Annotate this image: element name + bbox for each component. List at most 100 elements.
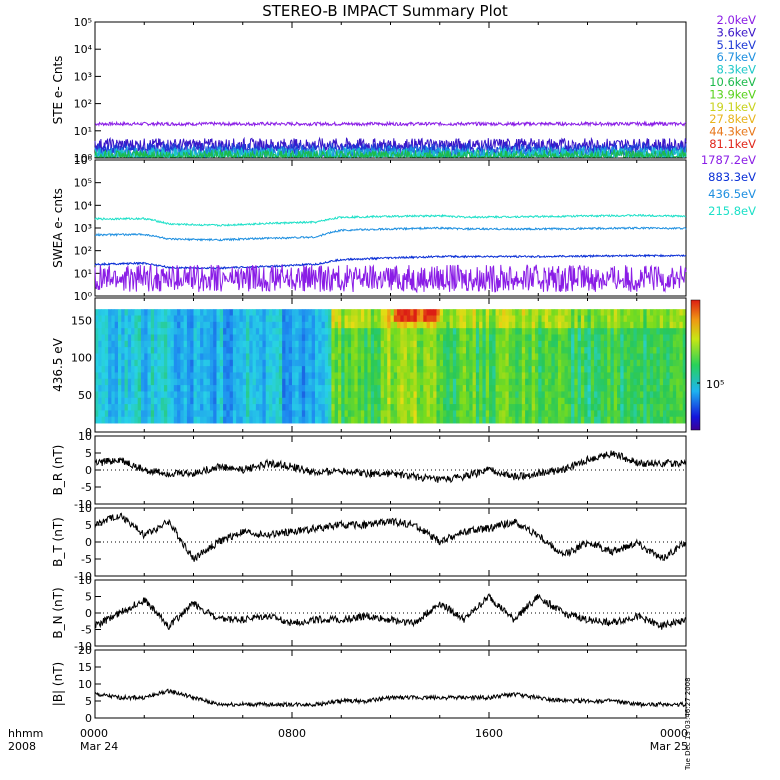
heatmap-cell	[360, 315, 365, 323]
heatmap-cell	[400, 359, 405, 367]
heatmap-cell	[239, 340, 244, 348]
legend-entry-ste: 13.9keV	[709, 87, 756, 101]
heatmap-cell	[403, 404, 408, 411]
heatmap-cell	[636, 416, 641, 424]
heatmap-cell	[177, 385, 181, 392]
heatmap-cell	[292, 340, 296, 348]
heatmap-cell	[528, 378, 533, 386]
heatmap-cell	[104, 353, 109, 361]
heatmap-cell	[383, 404, 388, 411]
heatmap-cell	[640, 359, 644, 367]
heatmap-cell	[259, 309, 263, 316]
heatmap-cell	[131, 416, 135, 424]
heatmap-cell	[292, 315, 296, 323]
heatmap-cell	[462, 315, 467, 323]
heatmap-cell	[344, 340, 349, 348]
heatmap-cell	[131, 347, 135, 354]
heatmap-cell	[515, 397, 519, 405]
heatmap-cell	[236, 366, 240, 373]
heatmap-cell	[666, 347, 670, 354]
heatmap-cell	[653, 366, 657, 373]
heatmap-cell	[269, 334, 273, 342]
heatmap-cell	[505, 353, 510, 361]
heatmap-cell	[360, 385, 365, 392]
heatmap-cell	[462, 385, 467, 392]
heatmap-cell	[554, 404, 559, 411]
heatmap-cell	[590, 391, 595, 399]
heatmap-cell	[236, 353, 240, 361]
heatmap-cell	[154, 410, 158, 418]
heatmap-cell	[101, 340, 106, 348]
heatmap-cell	[676, 353, 680, 361]
heatmap-cell	[646, 366, 651, 373]
heatmap-cell	[584, 347, 588, 354]
heatmap-cell	[485, 353, 490, 361]
heatmap-cell	[140, 416, 145, 424]
heatmap-cell	[98, 321, 102, 329]
heatmap-cell	[646, 359, 651, 367]
heatmap-cell	[334, 359, 339, 367]
heatmap-cell	[633, 385, 638, 392]
heatmap-cell	[538, 378, 542, 386]
heatmap-cell	[443, 404, 447, 411]
heatmap-cell	[127, 372, 132, 380]
heatmap-cell	[594, 321, 598, 329]
heatmap-cell	[288, 347, 293, 354]
heatmap-cell	[357, 397, 362, 405]
heatmap-cell	[531, 404, 536, 411]
heatmap-cell	[459, 366, 464, 373]
heatmap-cell	[403, 347, 408, 354]
heatmap-cell	[462, 372, 467, 380]
heatmap-cell	[265, 372, 270, 380]
heatmap-cell	[364, 378, 368, 386]
heatmap-cell	[305, 378, 309, 386]
heatmap-cell	[341, 404, 345, 411]
heatmap-cell	[347, 404, 352, 411]
heatmap-cell	[232, 385, 237, 392]
heatmap-cell	[672, 309, 677, 316]
heatmap-cell	[663, 397, 667, 405]
heatmap-cell	[321, 391, 326, 399]
heatmap-cell	[108, 359, 112, 367]
heatmap-cell	[682, 359, 687, 367]
heatmap-cell	[525, 347, 529, 354]
heatmap-cell	[672, 359, 677, 367]
heatmap-cell	[301, 378, 306, 386]
heatmap-cell	[377, 397, 382, 405]
heatmap-cell	[163, 347, 168, 354]
heatmap-cell	[314, 385, 319, 392]
heatmap-cell	[305, 416, 309, 424]
heatmap-cell	[580, 309, 585, 316]
heatmap-cell	[584, 385, 588, 392]
heatmap-cell	[630, 321, 634, 329]
heatmap-cell	[163, 321, 168, 329]
heatmap-cell	[515, 328, 519, 335]
heatmap-cell	[653, 321, 657, 329]
heatmap-cell	[482, 309, 487, 316]
y-axis-title-6: |B| (nT)	[51, 662, 65, 706]
heatmap-cell	[571, 359, 575, 367]
heatmap-cell	[216, 397, 221, 405]
heatmap-cell	[239, 378, 244, 386]
heatmap-cell	[134, 315, 139, 323]
heatmap-cell	[308, 397, 313, 405]
heatmap-cell	[557, 353, 562, 361]
heatmap-cell	[226, 328, 231, 335]
heatmap-cell	[502, 347, 506, 354]
heatmap-cell	[246, 391, 250, 399]
heatmap-cell	[180, 334, 185, 342]
heatmap-cell	[255, 328, 260, 335]
heatmap-cell	[410, 410, 414, 418]
heatmap-cell	[124, 359, 129, 367]
heatmap-cell	[370, 321, 375, 329]
heatmap-cell	[626, 309, 631, 316]
heatmap-cell	[360, 353, 365, 361]
heatmap-cell	[226, 410, 231, 418]
heatmap-cell	[236, 334, 240, 342]
heatmap-cell	[278, 340, 283, 348]
heatmap-cell	[209, 353, 214, 361]
heatmap-cell	[272, 359, 276, 367]
heatmap-cell	[190, 378, 194, 386]
heatmap-cell	[387, 404, 391, 411]
heatmap-cell	[534, 372, 539, 380]
